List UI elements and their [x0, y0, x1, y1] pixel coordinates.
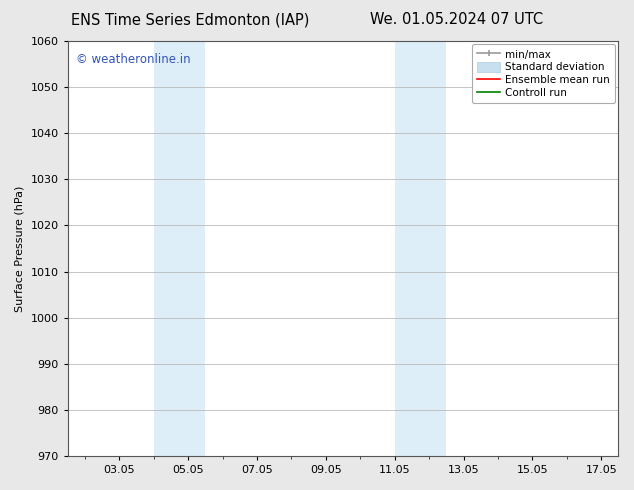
Text: We. 01.05.2024 07 UTC: We. 01.05.2024 07 UTC — [370, 12, 543, 27]
Text: © weatheronline.in: © weatheronline.in — [76, 53, 191, 67]
Y-axis label: Surface Pressure (hPa): Surface Pressure (hPa) — [15, 185, 25, 312]
Text: ENS Time Series Edmonton (IAP): ENS Time Series Edmonton (IAP) — [71, 12, 309, 27]
Legend: min/max, Standard deviation, Ensemble mean run, Controll run: min/max, Standard deviation, Ensemble me… — [472, 44, 616, 103]
Bar — [395, 41, 446, 456]
Bar — [154, 41, 205, 456]
